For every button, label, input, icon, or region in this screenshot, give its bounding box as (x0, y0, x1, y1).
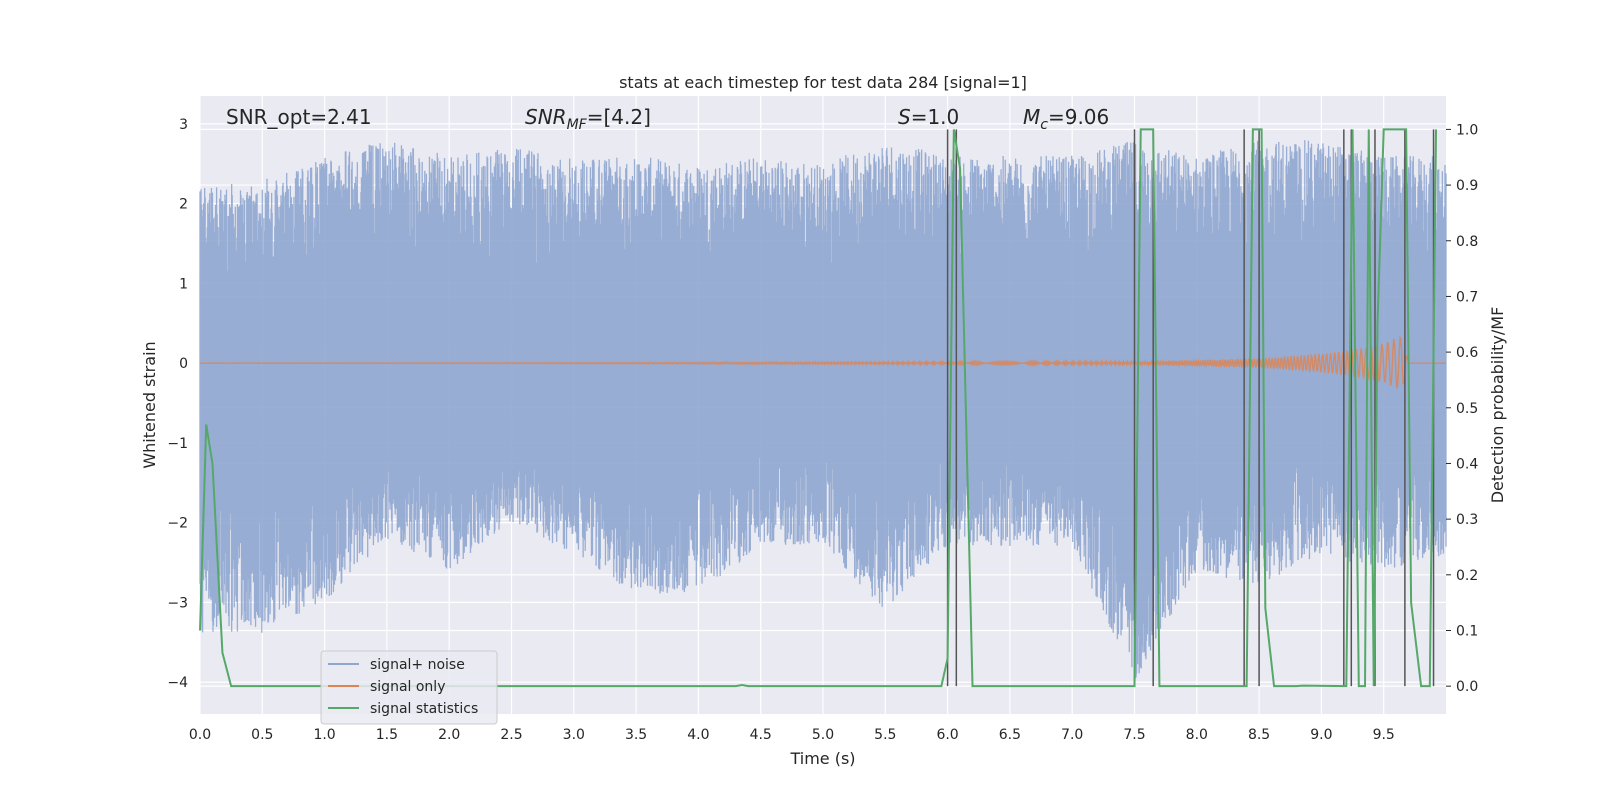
annotation-snr-mf: SNRMF=[4.2] (525, 105, 651, 133)
x-tick-label: 3.5 (625, 727, 647, 743)
x-tick-label: 0.0 (189, 727, 211, 743)
y-right-tick-label: 0.3 (1456, 512, 1478, 528)
y-tick-label: −4 (167, 675, 188, 691)
y-right-tick-label: 0.8 (1456, 234, 1478, 250)
legend-box (320, 650, 498, 725)
y-tick-label: 2 (179, 197, 188, 213)
signal-statistics-line (199, 128, 1438, 688)
y-axis-label: Whitened strain (140, 341, 159, 468)
y-right-tick-label: 0.4 (1456, 456, 1478, 472)
signal-only-line (199, 335, 1446, 389)
x-ticks: 0.0 0.5 1.0 1.5 2.0 2.5 3.0 3.5 4.0 4.5 5.0 5.5 6.0 6… (189, 727, 1395, 743)
x-tick-label: 9.0 (1310, 727, 1332, 743)
x-tick-label: 8.5 (1248, 727, 1270, 743)
snr-mf-subscript: MF (567, 117, 588, 133)
y-tick-label: −2 (167, 516, 188, 532)
s-value: =1.0 (911, 105, 960, 129)
y-tick-label: −3 (167, 595, 188, 611)
x-axis-label: Time (s) (789, 749, 855, 768)
y-right-tick-label: 0.6 (1456, 345, 1478, 361)
y-right-tick-label: 0.5 (1456, 401, 1478, 417)
y-ticks-right: 1.0 0.9 0.8 0.7 0.6 0.5 0.4 0.3 0.2 0.1 0.0 (1446, 122, 1478, 695)
x-tick-label: 1.5 (376, 727, 398, 743)
y-right-tick-label: 1.0 (1456, 122, 1478, 138)
mc-subscript: c (1040, 117, 1048, 133)
snr-mf-value: =[4.2] (587, 105, 651, 129)
signal-noise-line (199, 140, 1447, 678)
y-right-tick-label: 0.7 (1456, 289, 1478, 305)
legend-label-noise: signal+ noise (370, 657, 465, 673)
y-tick-label: 0 (179, 356, 188, 372)
x-tick-label: 1.0 (313, 727, 335, 743)
y-right-tick-label: 0.1 (1456, 623, 1478, 639)
snr-mf-symbol: SNR (525, 105, 567, 129)
legend-label-signal-only: signal only (370, 679, 445, 695)
x-tick-label: 5.0 (812, 727, 834, 743)
x-tick-label: 4.0 (687, 727, 709, 743)
legend: signal+ noise signal only signal statist… (320, 650, 498, 725)
x-tick-label: 7.5 (1123, 727, 1145, 743)
mc-symbol: M (1023, 105, 1040, 129)
y-ticks-left: 3 2 1 0 −1 −2 −3 −4 (167, 117, 188, 691)
signal-statistics-series (199, 128, 1438, 688)
x-tick-label: 4.5 (750, 727, 772, 743)
x-tick-label: 9.5 (1373, 727, 1395, 743)
x-tick-label: 6.5 (999, 727, 1021, 743)
y-right-tick-label: 0.2 (1456, 568, 1478, 584)
x-tick-label: 0.5 (251, 727, 273, 743)
x-tick-label: 2.5 (500, 727, 522, 743)
annotation-snr-opt: SNR_opt=2.41 (226, 105, 372, 129)
mc-value: =9.06 (1048, 105, 1109, 129)
s-symbol: S (898, 105, 911, 129)
x-tick-label: 7.0 (1061, 727, 1083, 743)
legend-label-statistics: signal statistics (370, 701, 478, 717)
y-tick-label: −1 (167, 436, 188, 452)
y-right-tick-label: 0.0 (1456, 679, 1478, 695)
signal-noise-series (199, 140, 1447, 678)
x-tick-label: 8.0 (1186, 727, 1208, 743)
annotation-s: S=1.0 (898, 105, 959, 129)
y-tick-label: 3 (179, 117, 188, 133)
y-tick-label: 1 (179, 276, 188, 292)
annotation-mc: Mc=9.06 (1023, 105, 1109, 133)
signal-only-series (199, 335, 1446, 389)
x-tick-label: 3.0 (563, 727, 585, 743)
x-tick-label: 6.0 (936, 727, 958, 743)
x-tick-label: 2.0 (438, 727, 460, 743)
chart-title: stats at each timestep for test data 284… (619, 73, 1027, 92)
x-tick-label: 5.5 (874, 727, 896, 743)
y-axis-label-right: Detection probability/MF (1488, 307, 1507, 504)
y-right-tick-label: 0.9 (1456, 178, 1478, 194)
